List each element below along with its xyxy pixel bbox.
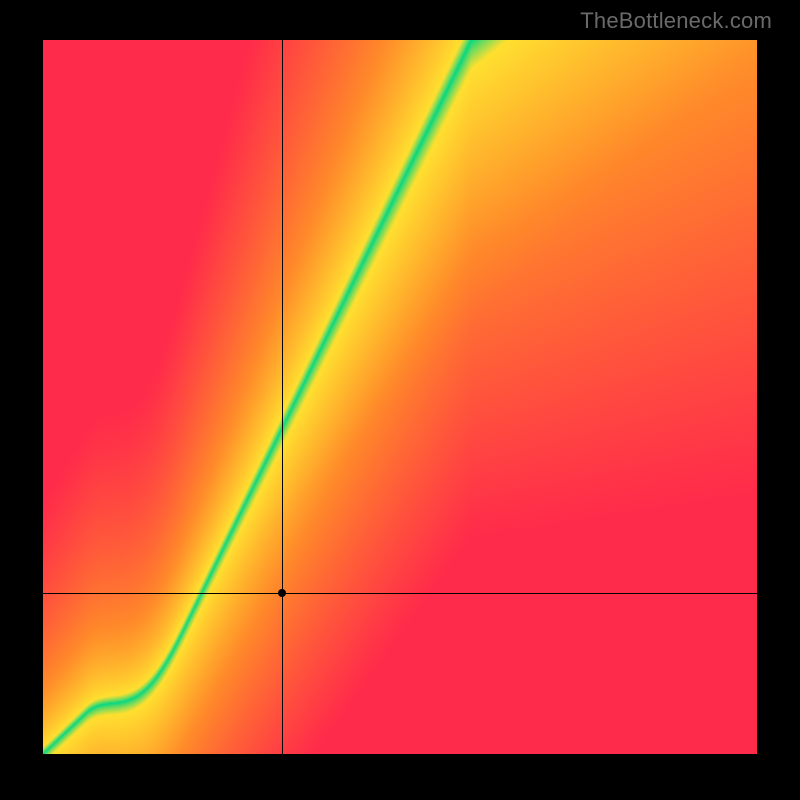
heatmap-canvas: [43, 40, 757, 754]
crosshair-marker-dot: [278, 589, 286, 597]
crosshair-vertical: [282, 40, 283, 754]
crosshair-horizontal: [43, 593, 757, 594]
watermark-text: TheBottleneck.com: [580, 8, 772, 34]
bottleneck-heatmap: [43, 40, 757, 754]
